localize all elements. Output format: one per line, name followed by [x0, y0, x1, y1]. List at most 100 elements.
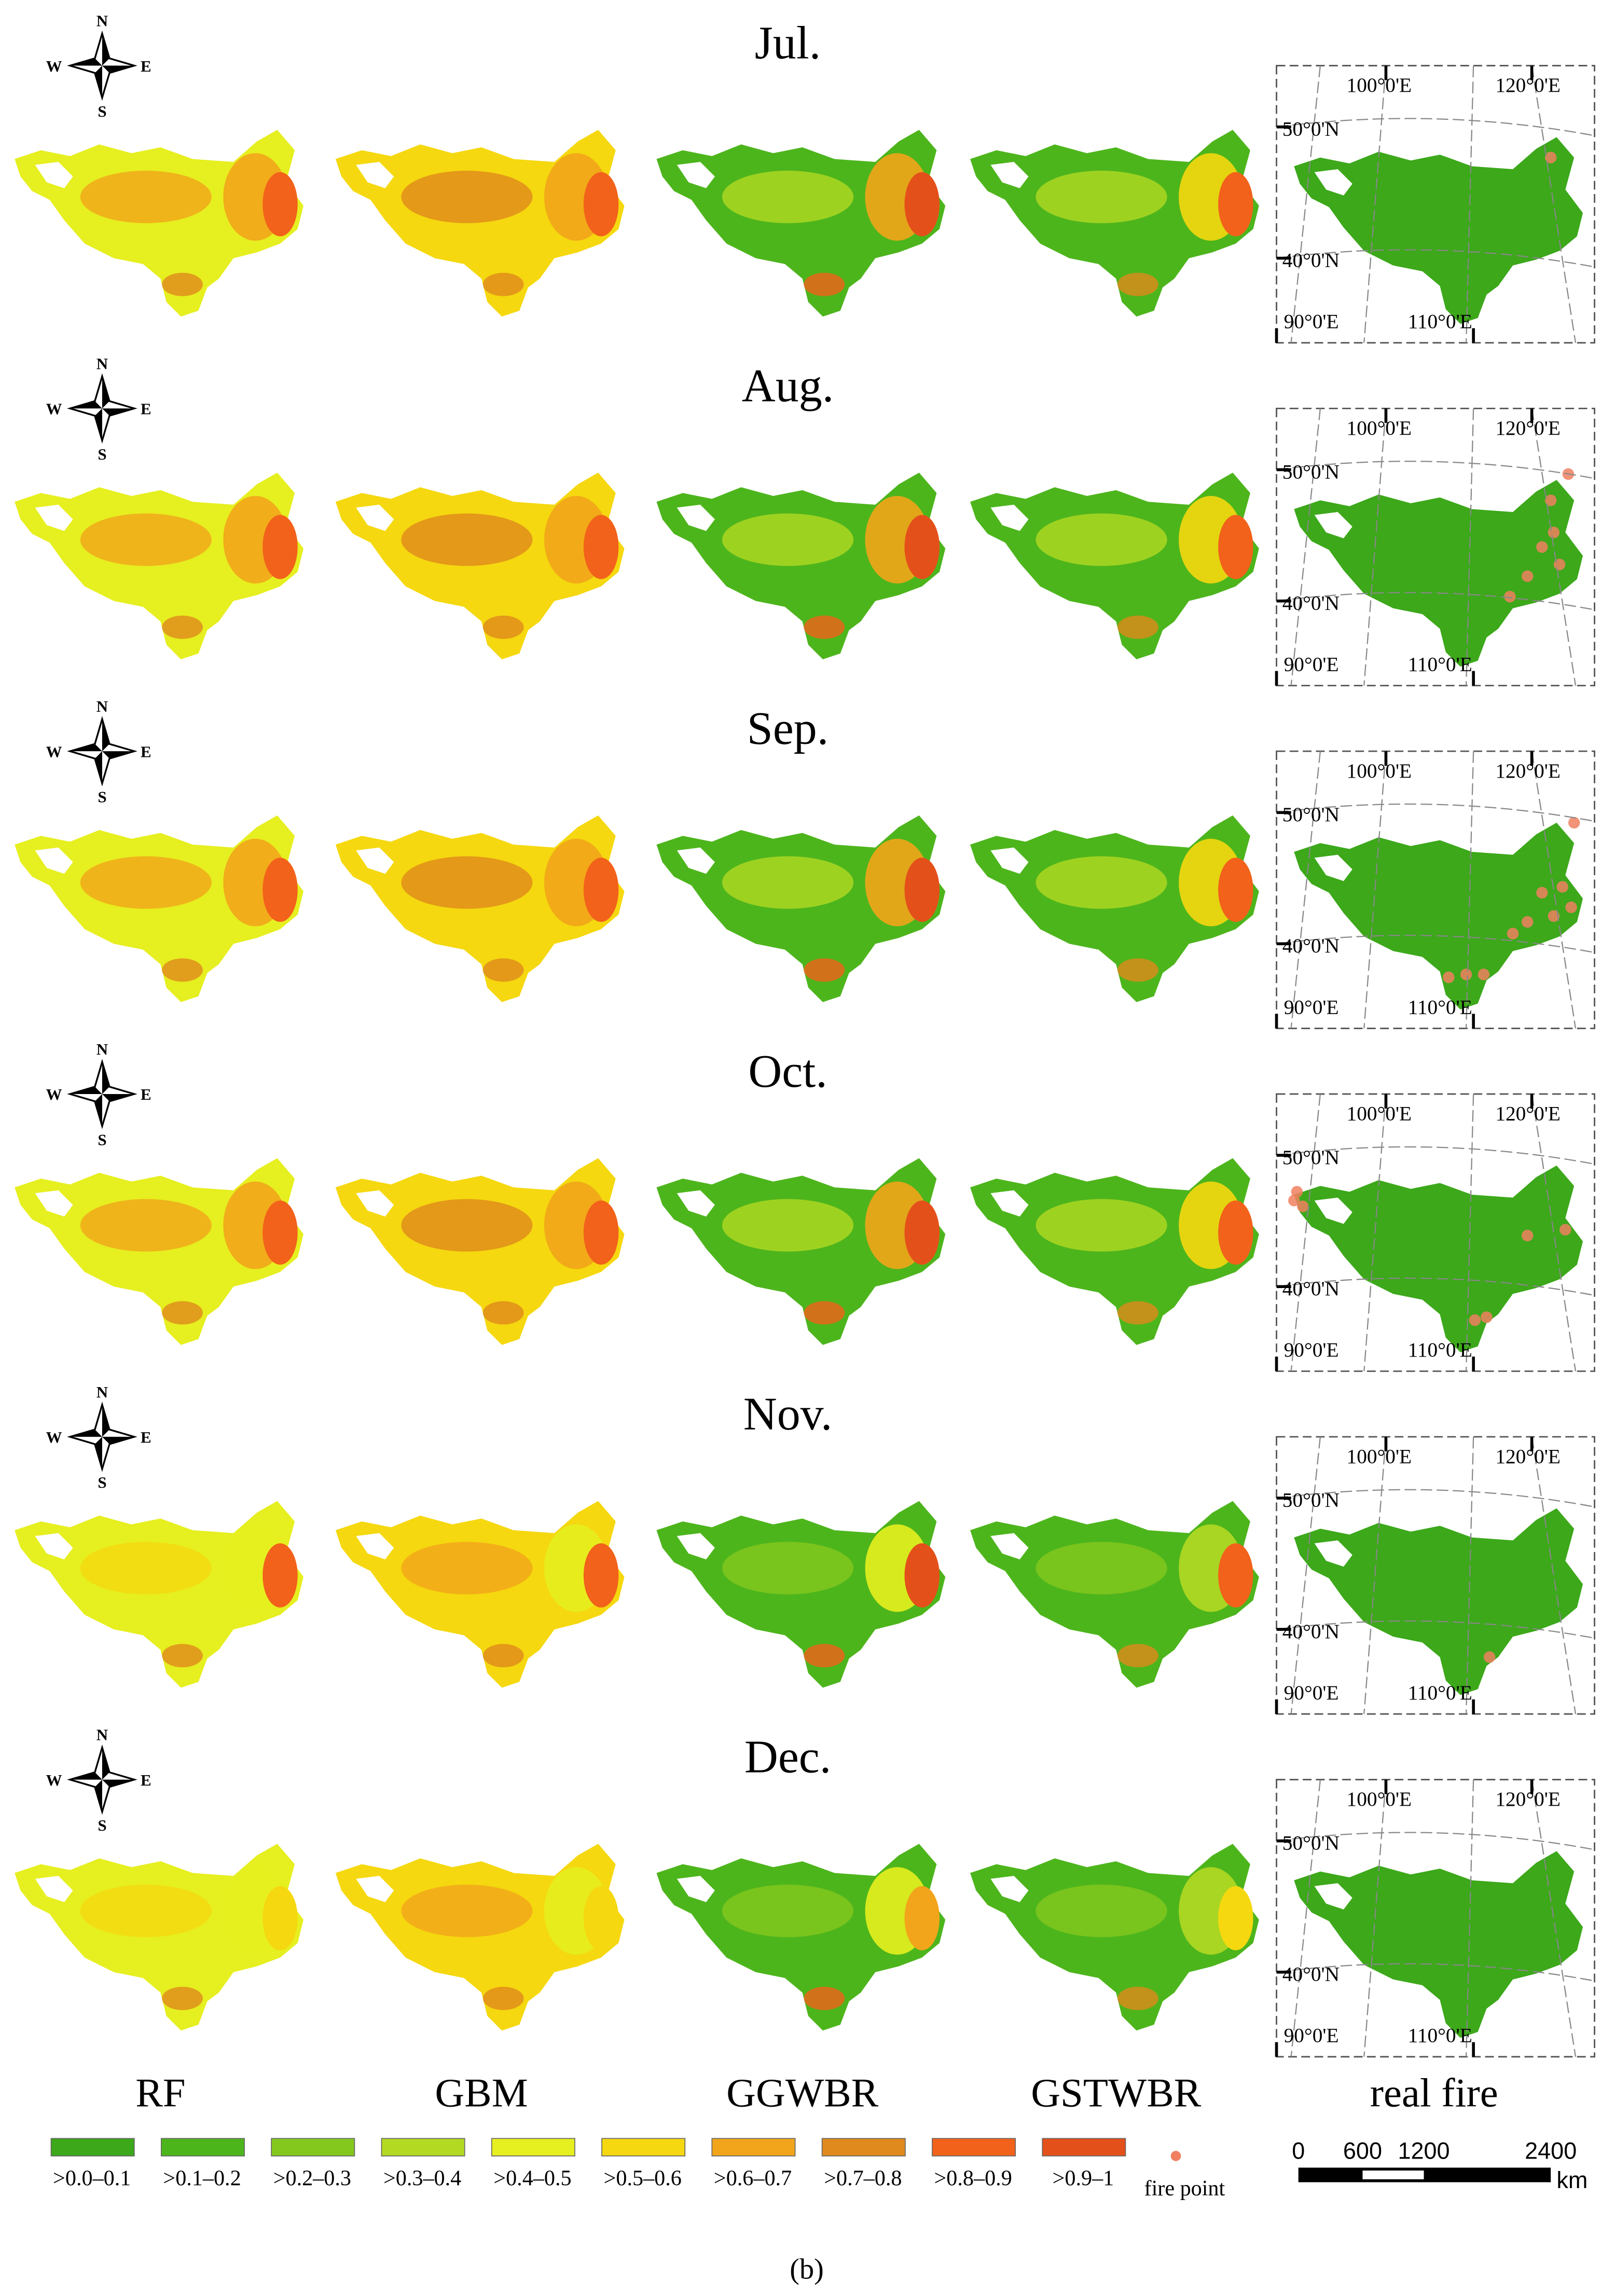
legend-label: >0.9–1 [1053, 2166, 1114, 2190]
compass-n: N [96, 354, 108, 372]
risk-patch [401, 513, 533, 566]
risk-patch [482, 1301, 524, 1325]
risk-map [656, 473, 946, 659]
risk-patch [1117, 615, 1158, 639]
risk-map [656, 1158, 946, 1345]
risk-patch [1036, 856, 1167, 909]
risk-patch [401, 1199, 533, 1252]
scale-unit: km [1556, 2167, 1588, 2193]
lake [677, 504, 715, 531]
legend-swatch [271, 2138, 355, 2156]
scale-label: 0 [1292, 2138, 1305, 2164]
graticule [1276, 1277, 1595, 1296]
coord-label: 40°0'N [1282, 1620, 1340, 1643]
compass-e: E [141, 742, 151, 760]
risk-patch [722, 856, 854, 909]
lake [356, 1190, 394, 1217]
graticule [1363, 408, 1387, 686]
risk-map [970, 1844, 1259, 2031]
model-label: RF [135, 2070, 185, 2115]
coord-label: 40°0'N [1282, 934, 1340, 957]
fire-point [1443, 971, 1455, 984]
month-title: Aug. [742, 360, 834, 411]
lake [990, 1190, 1029, 1217]
risk-map [335, 1844, 625, 2031]
model-label: GGWBR [726, 2070, 878, 2115]
graticule [1363, 1094, 1387, 1372]
scale-bar [1298, 2167, 1551, 2182]
month-title: Dec. [744, 1732, 831, 1783]
lake [356, 504, 394, 531]
risk-patch [804, 1301, 845, 1325]
risk-patch [482, 615, 524, 639]
lake [990, 162, 1029, 188]
risk-patch [401, 170, 533, 224]
risk-patch [722, 1542, 854, 1595]
fire-point [1556, 881, 1568, 893]
risk-patch [1036, 513, 1167, 566]
graticule [1531, 1436, 1577, 1714]
risk-patch [722, 170, 854, 224]
compass-w: W [46, 400, 62, 418]
risk-patch [804, 958, 845, 982]
risk-map [335, 1501, 625, 1688]
fire-point [1521, 916, 1534, 928]
risk-patch [904, 515, 940, 579]
risk-map [335, 1158, 625, 1345]
risk-patch [80, 1199, 212, 1252]
compass-w: W [46, 1085, 62, 1103]
legend-swatch [160, 2138, 245, 2156]
risk-map [15, 815, 303, 1002]
risk-patch [482, 1986, 524, 2010]
coord-label: 120°0'E [1495, 1445, 1561, 1468]
risk-patch [1117, 1644, 1158, 1668]
legend-label: >0.0–0.1 [53, 2166, 131, 2190]
coord-label: 110°0'E [1408, 653, 1472, 675]
region [1294, 1508, 1583, 1695]
graticule [1276, 118, 1595, 136]
legend-label: >0.5–0.6 [604, 2166, 682, 2190]
risk-patch [1036, 1885, 1167, 1938]
risk-patch [583, 1886, 619, 1951]
legend-label: >0.6–0.7 [714, 2166, 792, 2190]
compass: N S W E [46, 354, 151, 463]
region-map [1294, 817, 1583, 1009]
graticule [1276, 592, 1595, 611]
graticule [1531, 751, 1577, 1029]
month-title: Sep. [747, 703, 829, 754]
coord-label: 40°0'N [1282, 1963, 1340, 1986]
graticule [1276, 249, 1595, 268]
risk-patch [804, 615, 845, 639]
risk-patch [401, 1885, 533, 1938]
fire-point [1544, 151, 1557, 163]
risk-patch [1218, 515, 1253, 579]
compass-s: S [98, 445, 106, 463]
graticule [1290, 1094, 1321, 1372]
compass: N S W E [46, 697, 151, 806]
lake [1314, 1540, 1352, 1567]
risk-patch [80, 1885, 212, 1938]
coord-label: 120°0'E [1495, 74, 1561, 96]
legend-swatch [491, 2138, 575, 2156]
risk-patch [1036, 170, 1167, 224]
region-map [1294, 137, 1583, 324]
caption: (b) [790, 2253, 824, 2285]
risk-patch [162, 1986, 203, 2010]
risk-patch [804, 272, 845, 296]
risk-map [15, 130, 303, 317]
graticule [1363, 65, 1387, 343]
fire-point [1460, 969, 1472, 980]
region-map [1294, 1851, 1583, 2038]
graticule [1465, 408, 1474, 686]
legend-swatch [1042, 2138, 1126, 2156]
month-title: Oct. [748, 1046, 827, 1097]
frame [1276, 1093, 1595, 1372]
legend-swatch [50, 2138, 135, 2156]
fire-point [1291, 1186, 1303, 1198]
risk-patch [1117, 1301, 1158, 1325]
legend-swatch [711, 2138, 796, 2156]
region [1294, 480, 1583, 667]
legend-label: >0.3–0.4 [383, 2166, 461, 2190]
graticule [1363, 751, 1387, 1029]
lake [35, 1533, 73, 1559]
